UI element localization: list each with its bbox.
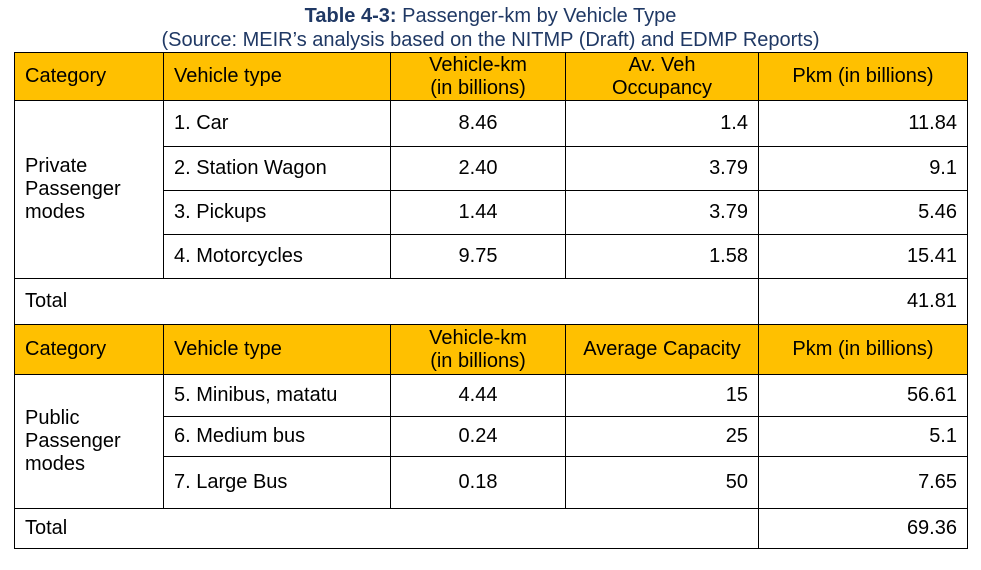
header-vehicle-type: Vehicle type: [163, 324, 391, 375]
vehicle-type-cell: 3. Pickups: [163, 190, 391, 235]
pkm-cell: 56.61: [758, 374, 968, 417]
vehicle-type-cell: 6. Medium bus: [163, 416, 391, 457]
vehicle-km-cell: 0.24: [390, 416, 566, 457]
public-total-row: Total 69.36: [14, 508, 968, 549]
table-title: Passenger-km by Vehicle Type: [396, 5, 677, 27]
total-label: Total: [14, 508, 759, 549]
table-row: 3. Pickups 1.44 3.79 5.46: [15, 190, 968, 235]
private-total-row: Total 41.81: [14, 278, 968, 325]
capacity-cell: 25: [565, 416, 759, 457]
header-capacity: Average Capacity: [565, 324, 759, 375]
table-row: Private Passenger modes 1. Car 8.46 1.4 11…: [14, 100, 968, 279]
vehicle-type-cell: 1. Car: [163, 100, 391, 147]
capacity-cell: 15: [565, 374, 759, 417]
vehicle-type-cell: 2. Station Wagon: [163, 146, 391, 191]
vehicle-km-cell: 1.44: [390, 190, 566, 235]
vehicle-km-cell: 0.18: [390, 456, 566, 509]
table-number: Table 4-3:: [304, 5, 397, 27]
table-caption: Table 4-3: Passenger-km by Vehicle Type: [0, 5, 981, 27]
total-label: Total: [14, 278, 759, 325]
vehicle-km-cell: 8.46: [390, 100, 566, 147]
header-pkm: Pkm (in billions): [758, 324, 968, 375]
table-source: (Source: MEIR’s analysis based on the NI…: [161, 29, 820, 51]
passenger-km-table: Category Vehicle type Vehicle-km (in bill…: [14, 52, 968, 549]
occupancy-cell: 3.79: [565, 146, 759, 191]
vehicle-type-cell: 4. Motorcycles: [163, 234, 391, 279]
vehicle-km-cell: 9.75: [390, 234, 566, 279]
pkm-cell: 7.65: [758, 456, 968, 509]
table-row: 7. Large Bus 0.18 50 7.65: [15, 456, 968, 509]
occupancy-cell: 1.58: [565, 234, 759, 279]
header-category: Category: [14, 324, 164, 375]
private-category-cell: Private Passenger modes: [14, 100, 164, 279]
pkm-cell: 15.41: [758, 234, 968, 279]
vehicle-type-cell: 5. Minibus, matatu: [163, 374, 391, 417]
header-vehicle-km: Vehicle-km (in billions): [390, 52, 566, 101]
table-row: 4. Motorcycles 9.75 1.58 15.41: [15, 234, 968, 279]
header-vehicle-km: Vehicle-km (in billions): [390, 324, 566, 375]
total-value: 69.36: [758, 508, 968, 549]
pkm-cell: 9.1: [758, 146, 968, 191]
header-category: Category: [14, 52, 164, 101]
pkm-cell: 5.1: [758, 416, 968, 457]
private-header-row: Category Vehicle type Vehicle-km (in bill…: [14, 52, 968, 101]
table-row: 6. Medium bus 0.24 25 5.1: [15, 416, 968, 457]
vehicle-km-cell: 4.44: [390, 374, 566, 417]
header-vehicle-type: Vehicle type: [163, 52, 391, 101]
pkm-cell: 11.84: [758, 100, 968, 147]
header-occupancy: Av. Veh Occupancy: [565, 52, 759, 101]
public-category-cell: Public Passenger modes: [14, 374, 164, 509]
capacity-cell: 50: [565, 456, 759, 509]
header-pkm: Pkm (in billions): [758, 52, 968, 101]
pkm-cell: 5.46: [758, 190, 968, 235]
vehicle-type-cell: 7. Large Bus: [163, 456, 391, 509]
public-header-row: Category Vehicle type Vehicle-km (in bill…: [14, 324, 968, 375]
occupancy-cell: 1.4: [565, 100, 759, 147]
table-row: Public Passenger modes 5. Minibus, matatu …: [14, 374, 968, 509]
table-row: 2. Station Wagon 2.40 3.79 9.1: [15, 146, 968, 191]
vehicle-km-cell: 2.40: [390, 146, 566, 191]
total-value: 41.81: [758, 278, 968, 325]
occupancy-cell: 3.79: [565, 190, 759, 235]
